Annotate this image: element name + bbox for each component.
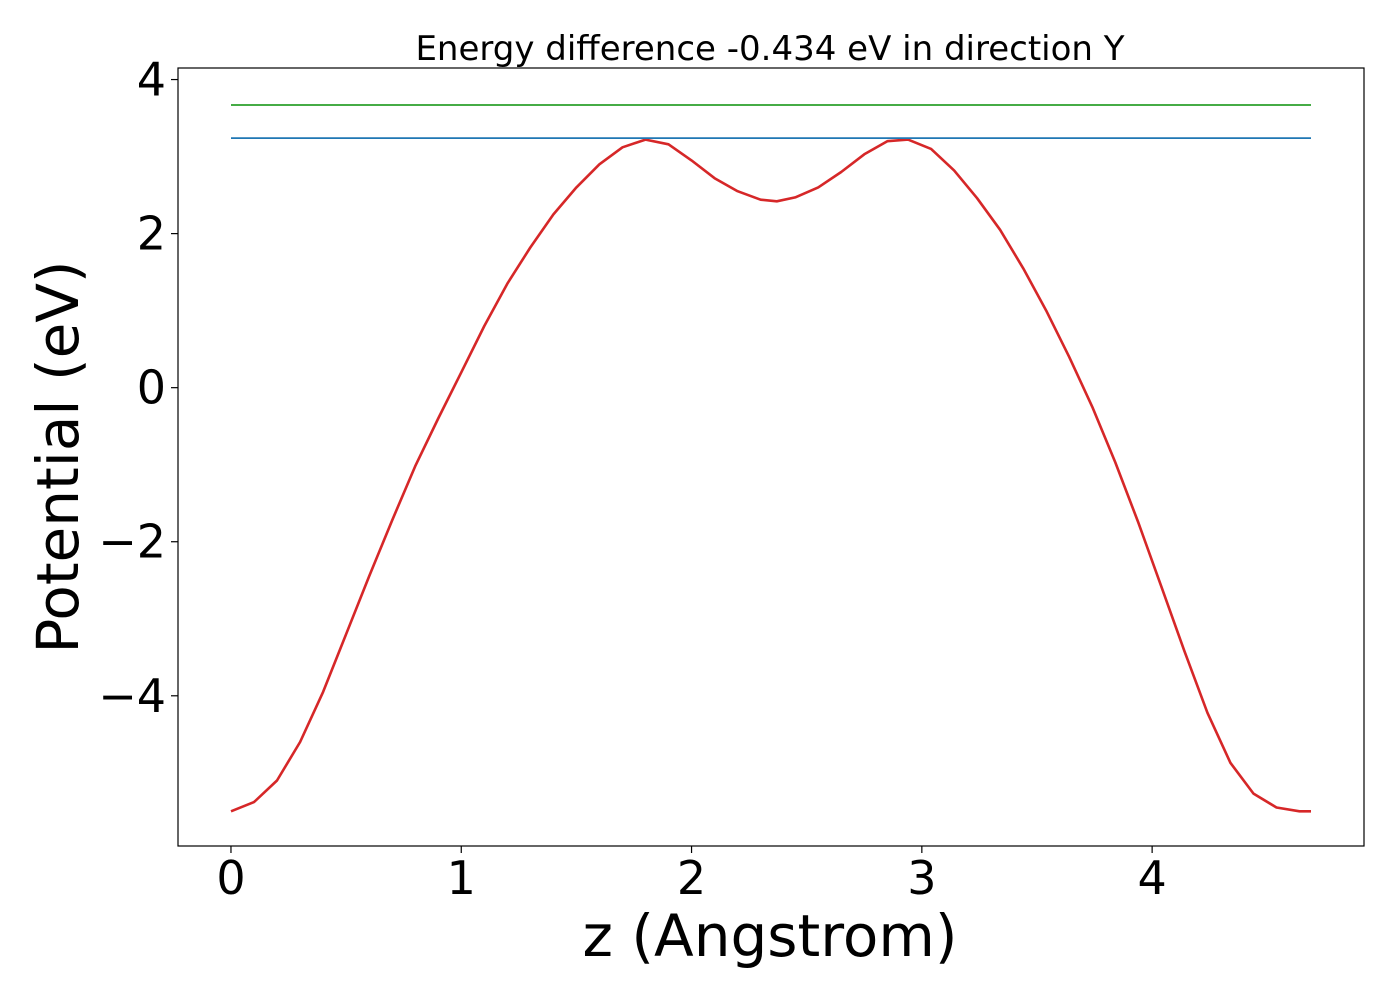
y-axis-label: Potential (eV) [24, 260, 92, 653]
x-tick-label: 1 [447, 851, 476, 905]
plot-area: 0 1 2 3 4 −4 −2 0 2 4 [98, 53, 1365, 905]
y-tick-label: 2 [137, 207, 166, 261]
y-tick-label: −4 [98, 669, 166, 723]
series-line-0 [230, 138, 1311, 813]
y-tick-label: 0 [137, 361, 166, 415]
y-tick-label: −2 [98, 515, 166, 569]
x-axis-ticks: 0 1 2 3 4 [216, 846, 1167, 905]
series-layer [230, 104, 1311, 813]
x-tick-label: 4 [1137, 851, 1166, 905]
y-axis-ticks: −4 −2 0 2 4 [98, 53, 178, 723]
x-axis-label: z (Angstrom) [583, 902, 958, 970]
y-tick-label: 4 [137, 53, 166, 107]
chart-title: Energy difference -0.434 eV in direction… [415, 29, 1124, 69]
x-tick-label: 3 [907, 851, 936, 905]
x-tick-label: 2 [677, 851, 706, 905]
x-tick-label: 0 [216, 851, 245, 905]
plot-frame [177, 67, 1365, 847]
